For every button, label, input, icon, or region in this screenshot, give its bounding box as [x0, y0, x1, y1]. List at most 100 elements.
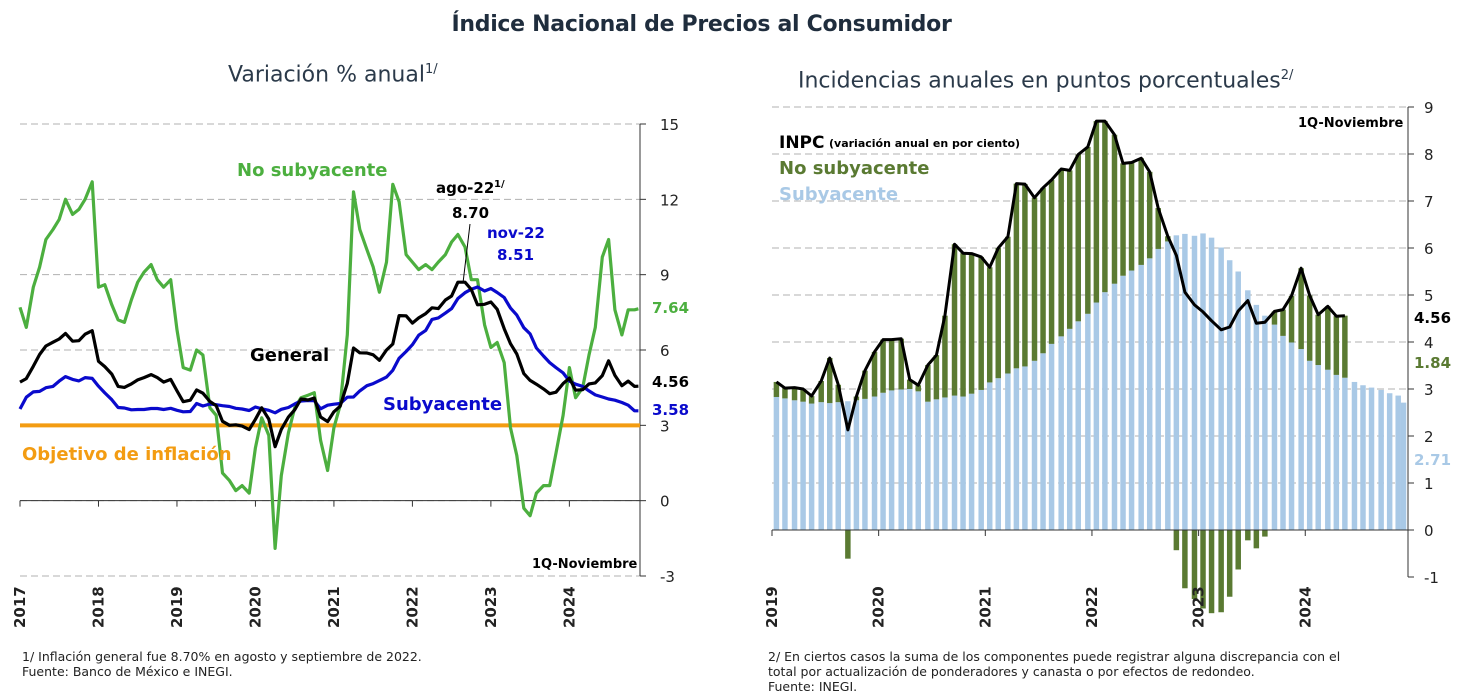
no-subyacente-bar: [1048, 179, 1055, 344]
no-subyacente-bar: [791, 387, 798, 401]
y-tick-label: 0: [1424, 522, 1434, 540]
general-series-line: [19, 280, 639, 449]
no-subyacente-bar: [773, 381, 780, 397]
subyacente-bar: [925, 401, 931, 530]
subyacente-bar: [960, 396, 966, 530]
subyacente-bar: [871, 396, 878, 530]
no-subyacente-bar: [871, 351, 878, 397]
y-tick-label: 5: [1424, 287, 1434, 305]
x-tick-label: 2019: [168, 586, 186, 628]
no-subyacente-bar: [1271, 311, 1278, 325]
no-subyacente-bar: [915, 385, 922, 392]
no-subyacente-bar: [1226, 530, 1233, 597]
subyacente-bar: [942, 397, 948, 530]
x-tick-label: 2020: [246, 586, 264, 628]
subyacente-bar: [1368, 387, 1375, 530]
no-subyacente-bar: [1146, 171, 1153, 259]
subyacente-bar: [1031, 360, 1038, 530]
y-tick-label: 9: [1424, 99, 1434, 117]
subyacente-end-value: 2.71: [1414, 451, 1451, 469]
no-subyacente-bar: [1022, 184, 1028, 367]
target-label: Objetivo de inflación: [22, 444, 232, 465]
no-subyacente-bar: [845, 530, 851, 559]
no-subyacente-bar: [933, 355, 940, 400]
no-subyacente-bar: [827, 357, 833, 404]
no-subyacente-bar: [1218, 530, 1224, 613]
subyacente-bar: [1271, 324, 1278, 530]
legend-subyacente: Subyacente: [779, 184, 898, 205]
no-subyacente-bar: [888, 339, 895, 391]
no-subyacente-bar: [800, 389, 806, 402]
no-subyacente-series-line: [18, 180, 639, 550]
no-subyacente-bar: [1245, 530, 1251, 541]
no-subyacente-bar: [1280, 309, 1286, 336]
right-chart-subtitle: Incidencias anuales en puntos porcentual…: [798, 68, 1293, 93]
y-tick-label: 12: [660, 191, 679, 209]
legend-inpc: INPC: [779, 133, 825, 153]
no-subyacente-bar: [1155, 208, 1161, 249]
y-tick-label: -1: [1424, 569, 1439, 587]
y-tick-label: 15: [660, 116, 679, 134]
subyacente-bar: [1138, 264, 1144, 530]
x-tick-label: 2020: [870, 586, 888, 628]
no-subyacente-bar: [1013, 183, 1020, 369]
subyacente-bar: [1325, 369, 1331, 530]
subyacente-label: Subyacente: [383, 394, 502, 415]
subyacente-bar: [1378, 389, 1384, 530]
left-subtitle-text: Variación % anual: [228, 62, 425, 88]
no-subyacente-bar: [808, 396, 815, 404]
inpc-end-value: 4.56: [1414, 309, 1451, 327]
x-tick-label: 2024: [560, 586, 578, 628]
subyacente-bar: [1155, 248, 1161, 530]
subyacente-bar: [1093, 302, 1100, 530]
subyacente-bar: [1400, 402, 1407, 530]
no-subyacente-bar: [898, 338, 904, 390]
subyacente-bar: [995, 378, 1001, 530]
no-subyacente-bar: [880, 339, 886, 393]
subyacente-bar: [1245, 290, 1251, 530]
subyacente-bar: [1208, 237, 1215, 530]
y-tick-label: 6: [1424, 240, 1434, 258]
ago-22-footnote-mark: 1/: [494, 179, 505, 190]
no-subyacente-bar: [986, 267, 993, 383]
subyacente-bar: [1165, 241, 1171, 531]
left-footnote-line1: 1/ Inflación general fue 8.70% en agosto…: [22, 649, 422, 664]
subyacente-bar: [1235, 271, 1241, 530]
subyacente-bar: [1085, 313, 1091, 530]
right-footnote-line2: total por actualización de ponderadores …: [768, 664, 1255, 679]
left-line-chart: -3 0 3 6 9 12 15 2017 2018 2019 2020 2021 2022 2023 20…: [11, 116, 689, 628]
legend-no-subyacente: No subyacente: [779, 158, 930, 179]
subyacente-bar: [933, 399, 940, 530]
no-subyacente-bar: [1288, 295, 1295, 343]
subyacente-end-value: 3.58: [652, 401, 689, 419]
nov-22-value: 8.51: [497, 246, 534, 264]
no-subyacente-bar: [1191, 530, 1198, 600]
subyacente-bar: [1226, 260, 1233, 530]
no-subyacente-bar: [782, 388, 788, 399]
y-tick-label: -3: [660, 568, 675, 586]
no-subyacente-bar: [1093, 121, 1100, 303]
no-subyacente-bar: [1298, 268, 1304, 350]
ago-22-value: 8.70: [452, 204, 489, 222]
subyacente-bar: [978, 389, 984, 530]
subyacente-bar: [880, 392, 886, 530]
subyacente-bar: [1360, 385, 1366, 530]
no-subyacente-bar: [1262, 530, 1268, 537]
y-tick-label: 0: [660, 493, 670, 511]
y-tick-label: 4: [1424, 334, 1434, 352]
inpc-series-line: [775, 119, 1345, 432]
x-tick-label: 2021: [976, 586, 994, 628]
right-footnote: 2/ En ciertos casos la suma de los compo…: [768, 649, 1388, 694]
left-period-label: 1Q-Noviembre: [532, 557, 638, 572]
no-subyacente-bar: [1058, 169, 1064, 337]
no-subyacente-end-value: 7.64: [652, 299, 689, 317]
y-tick-label: 2: [1424, 428, 1434, 446]
x-tick-label: 2018: [89, 586, 107, 628]
subyacente-bar: [1173, 235, 1180, 530]
subyacente-bar: [1342, 377, 1348, 530]
left-subtitle-footnote-mark: 1/: [424, 62, 438, 77]
subyacente-bar: [1120, 275, 1126, 530]
subyacente-bar: [1351, 381, 1358, 530]
subyacente-bar: [1066, 328, 1073, 530]
no-subyacente-bar: [1075, 154, 1081, 322]
